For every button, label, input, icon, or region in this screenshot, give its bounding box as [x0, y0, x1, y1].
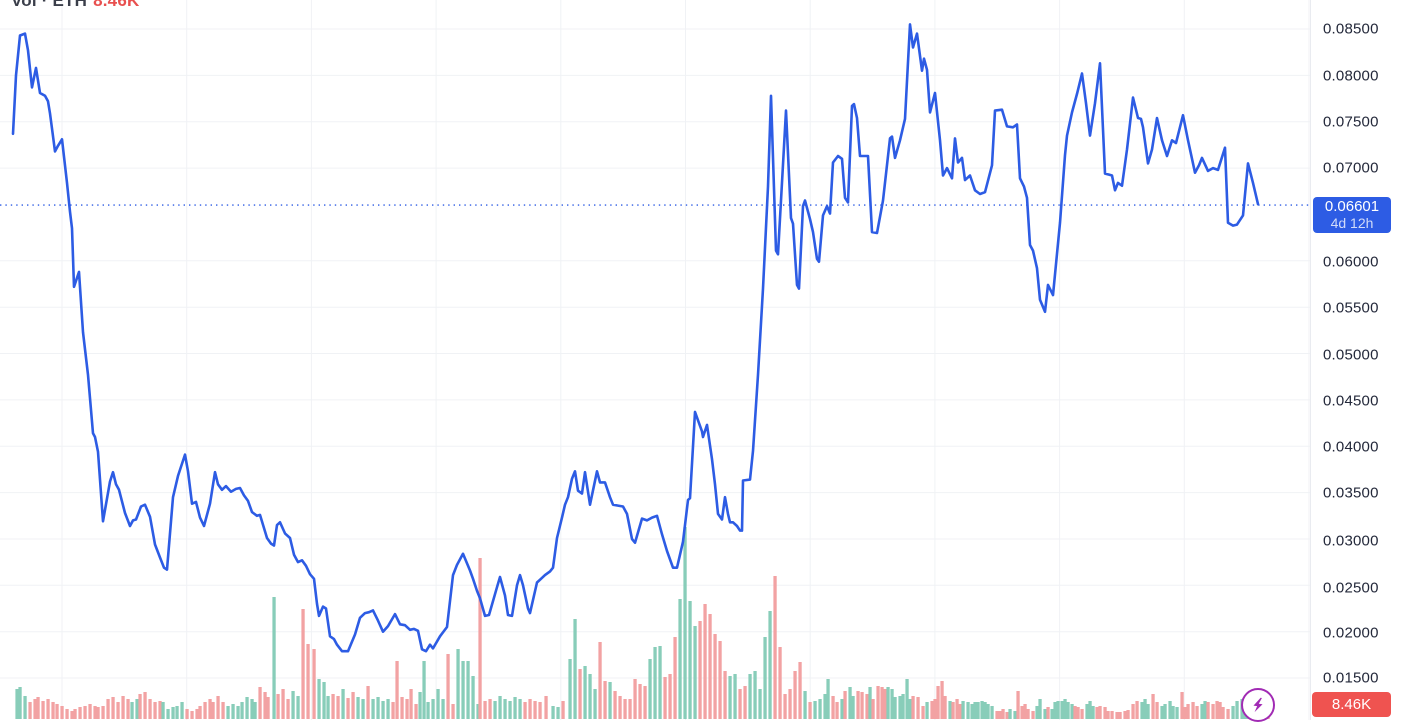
price-tick-label: 0.02000 — [1323, 624, 1379, 642]
price-tick-label: 0.06000 — [1323, 253, 1379, 271]
price-tick-label: 0.07500 — [1323, 113, 1379, 131]
price-tick-label: 0.01500 — [1323, 669, 1379, 687]
last-price-badge: 0.06601 4d 12h — [1313, 197, 1391, 233]
price-tick-label: 0.05500 — [1323, 299, 1379, 317]
candle-countdown: 4d 12h — [1330, 215, 1374, 231]
instant-trade-button[interactable] — [1241, 688, 1275, 722]
last-price-value: 0.06601 — [1324, 198, 1380, 215]
price-tick-label: 0.03500 — [1323, 484, 1379, 502]
price-tick-label: 0.04000 — [1323, 438, 1379, 456]
volume-legend: Vol · ETH 8.46K — [11, 0, 139, 11]
price-tick-label: 0.02500 — [1323, 579, 1379, 597]
volume-legend-label: Vol · ETH — [11, 0, 88, 10]
price-tick-label: 0.05000 — [1323, 346, 1379, 364]
price-scale-axis[interactable]: 0.08500 0.08000 0.07500 0.07000 0.06000 0.055… — [1310, 0, 1410, 720]
price-tick-label: 0.07000 — [1323, 159, 1379, 177]
price-tick-label: 0.04500 — [1323, 392, 1379, 410]
volume-legend-value: 8.46K — [93, 0, 140, 10]
lightning-bolt-icon — [1253, 697, 1263, 713]
price-tick-label: 0.08500 — [1323, 20, 1379, 38]
price-tick-label: 0.08000 — [1323, 67, 1379, 85]
price-tick-label: 0.03000 — [1323, 532, 1379, 550]
volume-value-badge: 8.46K — [1312, 692, 1391, 717]
